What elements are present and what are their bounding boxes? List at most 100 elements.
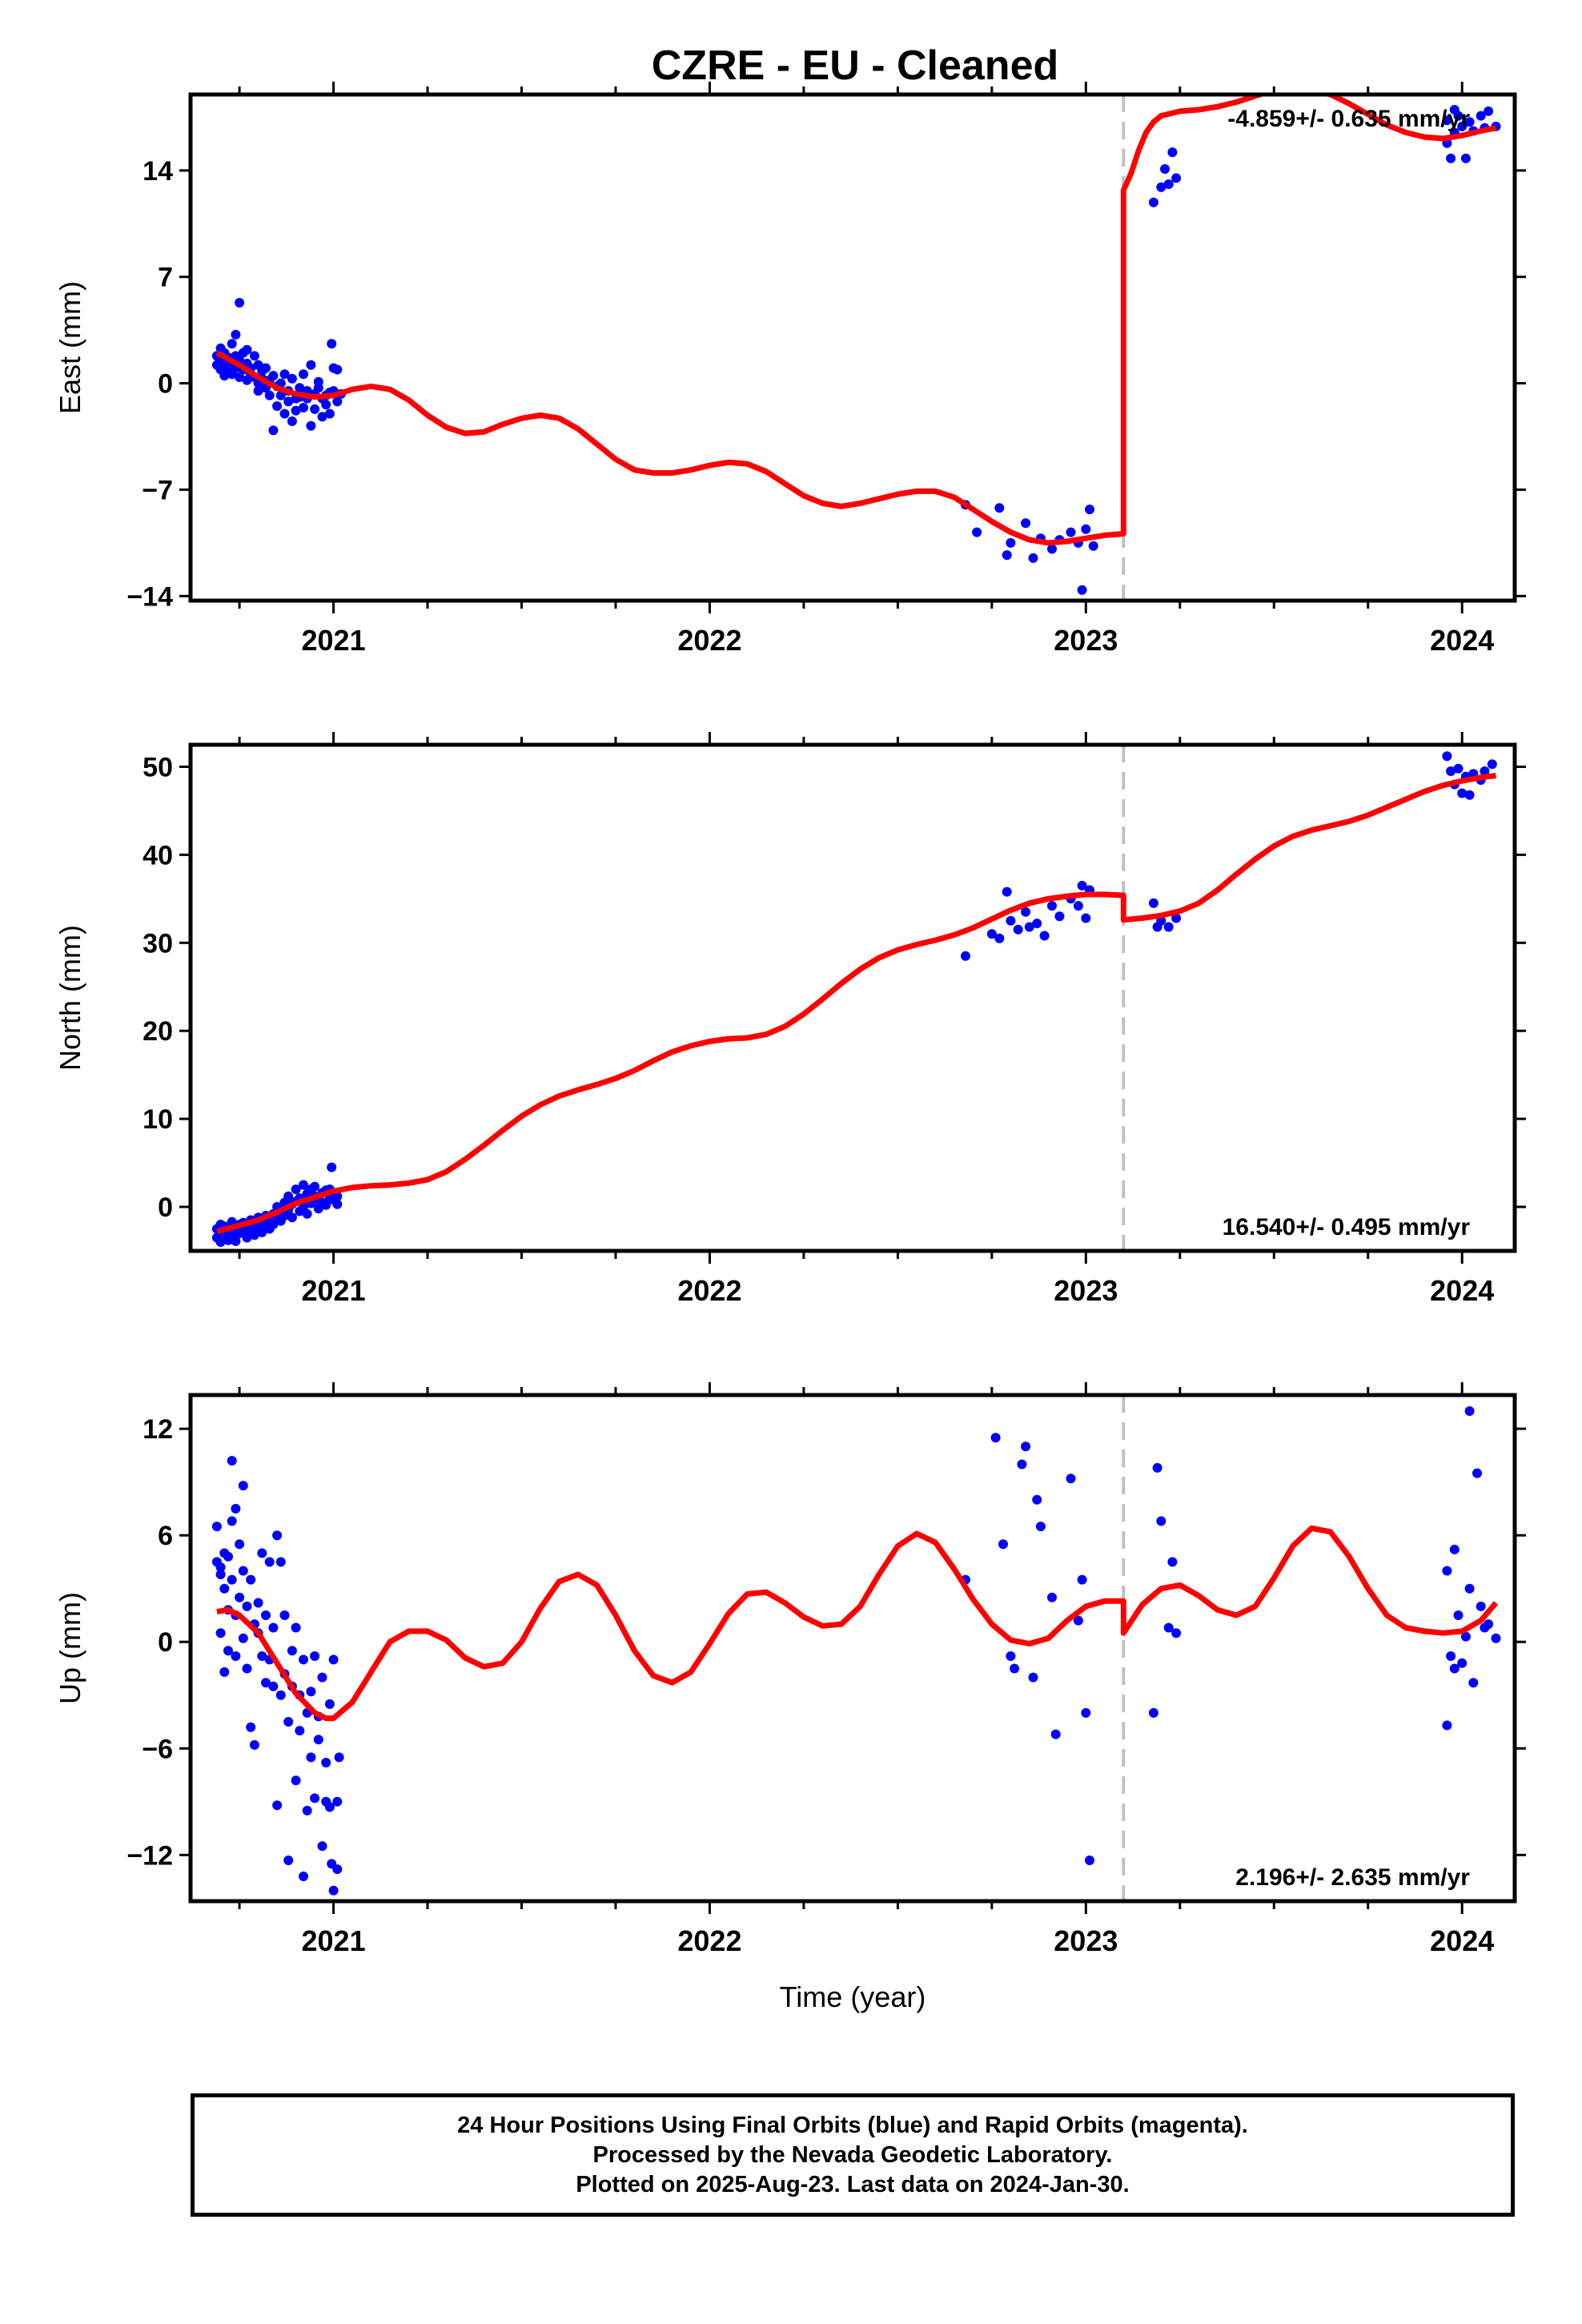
data-point xyxy=(1487,759,1497,770)
data-point xyxy=(1073,901,1083,911)
y-axis-label: North (mm) xyxy=(54,925,86,1071)
data-point xyxy=(238,1566,248,1576)
data-point xyxy=(1017,1459,1027,1470)
plot-frame xyxy=(188,742,1517,1253)
y-tick-label: −7 xyxy=(142,475,173,505)
data-point xyxy=(235,1592,245,1602)
x-tick-label: 2023 xyxy=(1054,1924,1118,1957)
data-point xyxy=(1442,751,1452,762)
data-point xyxy=(219,1583,230,1594)
data-point xyxy=(268,1681,279,1691)
data-point xyxy=(283,396,294,407)
data-point xyxy=(972,527,982,537)
data-point xyxy=(246,1722,256,1732)
footer-line-2: Processed by the Nevada Geodetic Laborat… xyxy=(592,2141,1113,2168)
data-point xyxy=(1464,1583,1475,1594)
data-point xyxy=(332,364,343,375)
data-point xyxy=(317,1672,327,1683)
data-point xyxy=(1167,1557,1178,1567)
data-point xyxy=(1160,164,1170,174)
data-point xyxy=(986,929,997,939)
data-point xyxy=(1484,1619,1494,1630)
data-point xyxy=(268,1220,279,1229)
data-point xyxy=(332,396,343,407)
data-point xyxy=(994,503,1005,513)
data-point xyxy=(1066,1474,1076,1484)
data-point xyxy=(1152,1462,1162,1473)
data-point xyxy=(1171,173,1182,183)
data-point xyxy=(1468,1678,1479,1688)
data-point xyxy=(328,1655,339,1665)
data-point xyxy=(242,1601,252,1611)
data-point xyxy=(1024,922,1034,932)
data-point xyxy=(1491,1633,1501,1643)
data-point xyxy=(1156,182,1166,192)
data-point xyxy=(215,1237,226,1247)
data-point xyxy=(1054,911,1065,922)
data-point xyxy=(279,1610,290,1620)
y-tick-label: 20 xyxy=(143,1016,173,1047)
data-point xyxy=(291,1622,301,1633)
data-point xyxy=(279,369,290,380)
data-point xyxy=(1006,1651,1016,1661)
data-point xyxy=(291,1184,301,1195)
plot-frame xyxy=(188,1393,1517,1904)
y-tick-label: −6 xyxy=(142,1734,173,1764)
data-point xyxy=(238,1481,248,1491)
data-point xyxy=(961,951,970,961)
data-point xyxy=(1006,537,1016,548)
data-point xyxy=(1446,153,1456,163)
data-point xyxy=(1464,790,1475,800)
data-point xyxy=(272,1800,283,1811)
data-point xyxy=(215,1628,226,1638)
y-tick-label: 0 xyxy=(158,369,173,400)
data-point xyxy=(1085,505,1094,515)
data-point xyxy=(264,1557,275,1567)
x-tick-label: 2024 xyxy=(1430,1274,1494,1307)
data-point xyxy=(299,403,308,412)
data-point xyxy=(1002,550,1012,561)
data-point xyxy=(299,1872,308,1881)
data-point xyxy=(1047,544,1057,554)
data-point xyxy=(287,416,297,426)
y-tick-label: 0 xyxy=(158,1627,173,1658)
data-point xyxy=(1480,766,1490,776)
x-tick-label: 2021 xyxy=(302,1924,366,1957)
data-point xyxy=(1050,1729,1061,1739)
plot-frame xyxy=(188,92,1517,603)
data-point xyxy=(227,339,237,349)
data-point xyxy=(998,1539,1008,1550)
y-tick-label: 50 xyxy=(143,752,173,782)
data-point xyxy=(994,933,1005,943)
data-point xyxy=(1013,924,1023,935)
data-point xyxy=(257,1548,267,1558)
data-point xyxy=(306,1752,316,1763)
data-point xyxy=(231,329,241,340)
data-point xyxy=(302,1208,312,1219)
y-tick-label: −12 xyxy=(126,1840,173,1871)
data-point xyxy=(291,1775,301,1786)
data-point xyxy=(1457,1658,1468,1668)
data-point xyxy=(268,1622,279,1633)
data-point xyxy=(1032,1494,1042,1505)
data-point xyxy=(328,1885,339,1896)
data-point xyxy=(242,344,252,355)
data-point xyxy=(1442,1566,1452,1576)
data-point xyxy=(317,1841,327,1852)
y-axis-label: Up (mm) xyxy=(54,1592,86,1704)
data-point xyxy=(1088,541,1098,551)
data-point xyxy=(1006,915,1016,926)
data-point xyxy=(332,1199,343,1209)
data-point xyxy=(257,1651,267,1661)
data-point xyxy=(279,408,290,419)
data-point xyxy=(268,425,279,436)
data-point xyxy=(1148,1707,1158,1718)
x-tick-label: 2021 xyxy=(302,1274,366,1307)
data-point xyxy=(332,1864,343,1875)
y-tick-label: 6 xyxy=(158,1521,173,1551)
data-point xyxy=(283,1717,294,1727)
data-point xyxy=(1021,518,1031,529)
up-panel: −12 −6 0 6 12 2021 2022 2023 2024 Up (mm) Time (ye… xyxy=(54,1382,1526,2013)
data-point xyxy=(990,1433,1001,1443)
